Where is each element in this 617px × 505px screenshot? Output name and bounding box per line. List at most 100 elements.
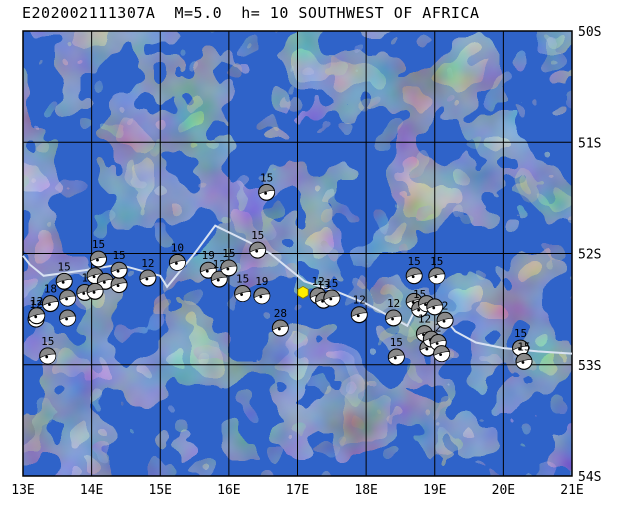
event-title: E202002111307A M=5.0 h= 10 SOUTHWEST OF … xyxy=(22,4,480,22)
beachball-axis-dot xyxy=(425,347,429,351)
focal-mechanism: 15 xyxy=(234,273,252,303)
plate-boundary xyxy=(22,224,573,355)
beachball-axis-dot xyxy=(34,315,38,319)
beachball-axis-dot xyxy=(92,275,96,279)
focal-mechanism: 15 xyxy=(110,249,128,279)
beachball-axis-dot xyxy=(393,356,397,360)
focal-mechanism xyxy=(110,276,128,294)
focal-mechanism: 12 xyxy=(139,257,157,287)
longitude-tick-label: 16E xyxy=(217,483,240,498)
mechanism-depth-label: 12 xyxy=(141,257,154,270)
beachball-dilatation xyxy=(59,295,76,307)
focal-mechanism: 28 xyxy=(271,307,289,337)
beachball-axis-dot xyxy=(435,342,439,345)
beachball-axis-dot xyxy=(442,319,446,323)
beachball-axis-dot xyxy=(102,280,106,284)
focal-mechanism: 15 xyxy=(220,247,238,277)
focal-mechanism: 15 xyxy=(39,335,57,365)
beachball-dilatation xyxy=(220,265,238,276)
beachball-axis-dot xyxy=(216,278,220,282)
beachball-axis-dot xyxy=(439,353,443,357)
focal-mechanism: 19 xyxy=(253,275,271,305)
beachball-axis-dot xyxy=(356,314,360,318)
mechanism-depth-label: 18 xyxy=(44,283,57,296)
mechanism-depth-label: 12 xyxy=(387,297,400,310)
beachball-dilatation xyxy=(433,351,450,362)
mechanism-depth-label: 15 xyxy=(408,255,421,268)
latitude-tick-label: 52S xyxy=(578,248,601,263)
event-epicenter xyxy=(297,285,309,299)
mechanism-depth-label: 2 xyxy=(435,322,442,335)
focal-mechanism: 15 xyxy=(515,340,533,370)
beachball-axis-dot xyxy=(48,303,51,306)
latitude-tick-label: 51S xyxy=(578,136,601,151)
beachball-axis-dot xyxy=(259,295,263,299)
focal-mechanism xyxy=(86,282,104,300)
beachball-axis-dot xyxy=(432,306,436,310)
lat-lon-grid xyxy=(22,30,573,477)
beachball-axis-dot xyxy=(329,297,333,301)
mechanism-depth-label: 12 xyxy=(30,295,43,308)
mechanism-depth-label: 12 xyxy=(353,294,366,307)
mechanism-depth-label: 10 xyxy=(171,241,184,254)
longitude-tick-label: 18E xyxy=(354,483,377,498)
beachball-dilatation xyxy=(86,288,104,300)
mechanism-depth-label: 28 xyxy=(274,307,287,320)
beachball-dilatation xyxy=(272,325,289,336)
latitude-tick-label: 53S xyxy=(578,359,601,374)
beachball-dilatation xyxy=(28,313,45,324)
beachball-dilatation xyxy=(428,273,446,285)
focal-mechanism: 15 xyxy=(405,255,423,285)
ridge-line xyxy=(22,224,573,355)
beachball-dilatation xyxy=(110,282,128,293)
focal-mechanism: 12 xyxy=(350,294,368,324)
longitude-tick-label: 14E xyxy=(80,483,103,498)
focal-mechanism: 15 xyxy=(258,171,276,201)
beachball-axis-dot xyxy=(65,317,69,321)
focal-mechanism: 2 xyxy=(436,299,454,329)
beachball-axis-dot xyxy=(255,249,259,253)
beachball-dilatation xyxy=(388,354,405,365)
mechanism-depth-label: 15 xyxy=(236,273,249,286)
mechanism-depth-label: 15 xyxy=(222,247,235,260)
beachball-axis-dot xyxy=(116,284,120,288)
beachball-dilatation xyxy=(258,189,275,201)
mechanism-depth-label: 13 xyxy=(317,279,330,292)
beachball-axis-dot xyxy=(264,191,268,195)
beachball-axis-dot xyxy=(434,275,438,279)
mechanism-depth-label: 15 xyxy=(430,255,443,268)
beachball-axis-dot xyxy=(417,308,421,312)
beachball-dilatation xyxy=(385,315,402,326)
mechanism-depth-label: 15 xyxy=(260,171,273,184)
mechanism-depth-label: 15 xyxy=(92,238,105,251)
mechanism-depth-label: 15 xyxy=(251,229,264,242)
beachball-axis-dot xyxy=(226,267,230,271)
beachball-axis-dot xyxy=(240,293,244,296)
focal-mechanism: 15 xyxy=(323,277,341,307)
focal-mechanism xyxy=(426,298,444,316)
beachball-axis-dot xyxy=(321,299,324,303)
focal-mechanism: 12 xyxy=(28,295,46,325)
beachball-dilatation xyxy=(42,301,59,312)
beachball-dilatation xyxy=(39,353,57,365)
epicenter-marker xyxy=(297,285,309,299)
mechanism-depth-label: 15 xyxy=(112,249,125,262)
axis-labels: 13E 14E 15E 16E 17E 18E 19E 20E 21E 50S 51S 52S 53S 5… xyxy=(11,25,601,498)
mechanism-depth-label: 12 xyxy=(311,275,324,288)
beachball-dilatation xyxy=(169,260,186,271)
beachball-dilatation xyxy=(90,256,107,267)
beachball-axis-dot xyxy=(521,361,525,364)
latitude-tick-label: 50S xyxy=(578,25,601,40)
beachball-axis-dot xyxy=(45,355,49,359)
mechanism-depth-label: 15 xyxy=(58,260,71,273)
beachball-axis-dot xyxy=(277,327,281,331)
mechanism-depth-label: 2 xyxy=(442,299,449,312)
beachball-axis-dot xyxy=(205,269,209,273)
focal-mechanism: 10 xyxy=(168,241,186,271)
longitude-tick-label: 21E xyxy=(560,483,583,498)
beachball-axis-dot xyxy=(411,275,415,279)
focal-mechanism: 15 xyxy=(512,327,530,357)
mechanism-depth-label: 19 xyxy=(202,249,215,262)
